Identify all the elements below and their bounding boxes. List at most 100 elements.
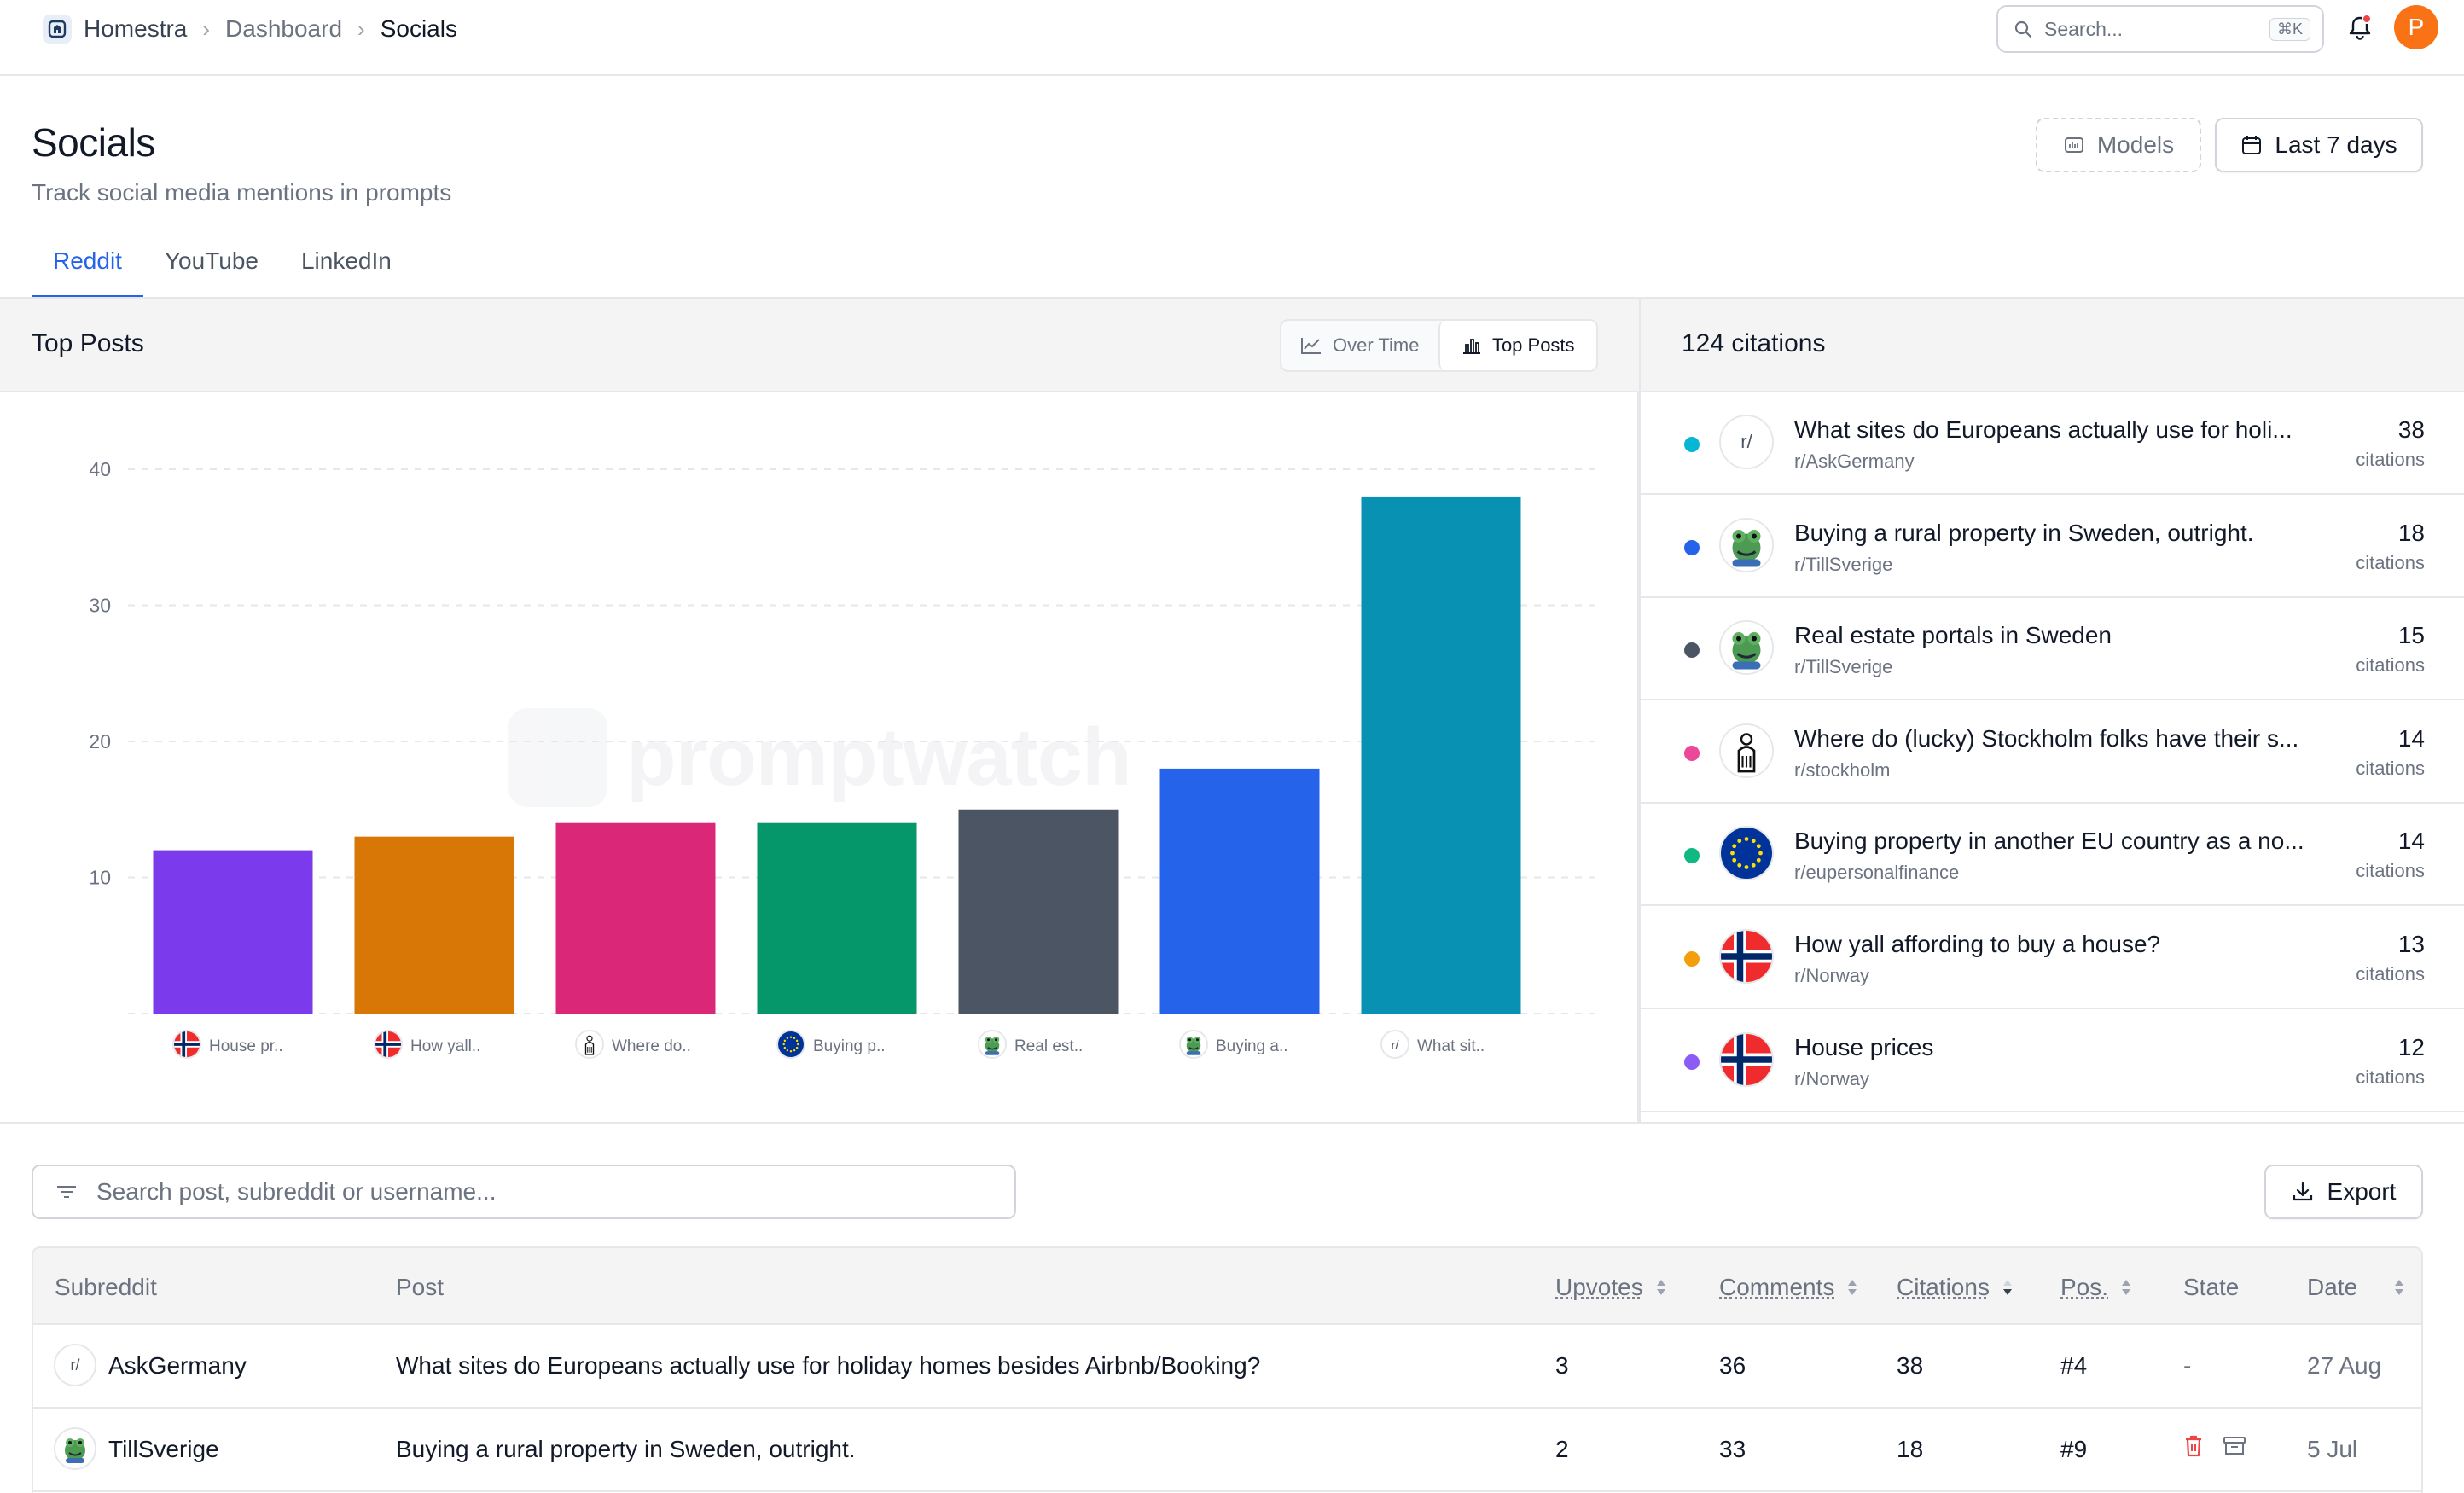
breadcrumb: Homestra › Dashboard › Socials <box>43 12 457 46</box>
citations-panel-header: 124 citations <box>1639 297 2464 392</box>
series-color-dot <box>1684 1054 1700 1070</box>
app-logo-icon[interactable] <box>43 15 72 44</box>
frog-icon <box>978 1030 1007 1059</box>
citation-post-title[interactable]: Real estate portals in Sweden <box>1794 622 2112 649</box>
promptwatch-watermark: promptwatch <box>508 708 1132 807</box>
citation-item[interactable]: Where do (lucky) Stockholm folks have th… <box>1641 701 2464 804</box>
top-posts-title: Top Posts <box>32 329 144 357</box>
citation-post-title[interactable]: What sites do Europeans actually use for… <box>1794 416 2293 443</box>
citation-count: 12 <box>2397 1033 2425 1060</box>
citation-count: 15 <box>2397 622 2425 649</box>
posts-table: Subreddit Post Upvotes Comments Citation… <box>32 1246 2423 1493</box>
citation-subreddit: r/Norway <box>1794 965 1870 986</box>
bar-chart-icon <box>1462 336 1482 355</box>
citation-subreddit: r/Norway <box>1794 1067 1870 1089</box>
platform-tabs: Reddit YouTube LinkedIn <box>32 241 413 299</box>
citation-unit-label: citations <box>2356 963 2425 985</box>
over-time-toggle[interactable]: Over Time <box>1281 321 1438 370</box>
archive-icon[interactable] <box>2223 1434 2246 1458</box>
post-search-input[interactable]: Search post, subreddit or username... <box>32 1165 1016 1219</box>
frog-icon <box>1719 620 1774 676</box>
bar-chart-svg: 10 20 30 40 House pr.. How yall.. Where do.. Bu… <box>89 458 1595 1059</box>
x-tick-label: House pr.. <box>209 1037 283 1055</box>
citation-item[interactable]: How yall affording to buy a house? r/Norw… <box>1641 907 2464 1009</box>
reddit-r-icon: r/ <box>1380 1030 1409 1059</box>
citation-item[interactable]: House prices r/Norway 12 citations <box>1641 1010 2464 1112</box>
citation-post-title[interactable]: Buying a rural property in Sweden, outri… <box>1794 519 2254 546</box>
row-comments: 33 <box>1719 1436 1746 1462</box>
watermark-text: promptwatch <box>626 712 1132 803</box>
row-post[interactable]: What sites do Europeans actually use for… <box>396 1352 1261 1379</box>
col-comments[interactable]: Comments <box>1719 1274 1858 1301</box>
x-tick-label: What sit.. <box>1417 1037 1485 1055</box>
sort-icon <box>2122 1280 2131 1295</box>
x-tick-label: Buying p.. <box>813 1037 886 1055</box>
export-button[interactable]: Export <box>2264 1165 2423 1219</box>
col-upvotes[interactable]: Upvotes <box>1555 1274 1667 1301</box>
table-row[interactable]: TillSverige Buying a rural property in S… <box>33 1409 2421 1492</box>
eu-flag-icon <box>1719 826 1774 881</box>
breadcrumb-home[interactable]: Homestra <box>84 15 188 42</box>
row-subreddit[interactable]: TillSverige <box>108 1436 219 1462</box>
citation-count: 18 <box>2397 519 2425 546</box>
citation-count: 38 <box>2397 416 2425 443</box>
top-bar: Homestra › Dashboard › Socials Search...… <box>0 0 2464 76</box>
notifications-bell-icon[interactable] <box>2346 14 2374 41</box>
citation-post-title[interactable]: Where do (lucky) Stockholm folks have th… <box>1794 724 2299 752</box>
citation-unit-label: citations <box>2356 551 2425 573</box>
citation-subreddit: r/stockholm <box>1794 758 1891 781</box>
chart-bar[interactable] <box>757 822 917 1014</box>
row-subreddit[interactable]: AskGermany <box>108 1352 247 1379</box>
page-title: Socials <box>32 120 155 165</box>
col-post[interactable]: Post <box>396 1274 445 1300</box>
chevron-right-icon: › <box>202 15 211 42</box>
citation-unit-label: citations <box>2356 860 2425 882</box>
citation-item[interactable]: Real estate portals in Sweden r/TillSveri… <box>1641 598 2464 701</box>
filter-icon <box>55 1183 78 1200</box>
citation-post-title[interactable]: Buying property in another EU country as… <box>1794 828 2304 855</box>
chart-bar[interactable] <box>153 850 313 1014</box>
tab-reddit[interactable]: Reddit <box>32 241 143 299</box>
series-color-dot <box>1684 437 1700 452</box>
search-shortcut: ⌘K <box>2269 17 2310 41</box>
chart-bar[interactable] <box>1361 496 1521 1014</box>
trash-icon[interactable] <box>2183 1434 2204 1458</box>
tab-youtube[interactable]: YouTube <box>164 247 259 274</box>
citation-subreddit: r/AskGermany <box>1794 450 1915 472</box>
col-date[interactable]: Date <box>2307 1274 2405 1301</box>
col-subreddit[interactable]: Subreddit <box>55 1274 157 1300</box>
col-state: State <box>2183 1274 2240 1300</box>
norway-flag-icon <box>374 1030 403 1059</box>
row-citations: 18 <box>1897 1436 1924 1462</box>
col-citations[interactable]: Citations <box>1897 1274 2014 1301</box>
frog-icon <box>54 1427 96 1470</box>
citation-count: 13 <box>2397 931 2425 957</box>
row-date: 5 Jul <box>2307 1436 2358 1462</box>
top-posts-toggle[interactable]: Top Posts <box>1438 321 1596 370</box>
citation-item[interactable]: Buying property in another EU country as… <box>1641 804 2464 907</box>
col-position[interactable]: Pos. <box>2060 1274 2132 1301</box>
row-post[interactable]: Buying a rural property in Sweden, outri… <box>396 1436 856 1462</box>
date-range-button[interactable]: Last 7 days <box>2215 118 2423 172</box>
citation-subreddit: r/TillSverige <box>1794 553 1893 575</box>
chart-bar[interactable] <box>354 836 514 1014</box>
search-icon <box>2014 20 2032 38</box>
citation-post-title[interactable]: How yall affording to buy a house? <box>1794 931 2161 957</box>
models-label: Models <box>2096 131 2175 158</box>
row-upvotes: 2 <box>1555 1436 1569 1462</box>
citation-item[interactable]: Buying a rural property in Sweden, outri… <box>1641 496 2464 598</box>
series-color-dot <box>1684 745 1700 761</box>
global-search-input[interactable]: Search... ⌘K <box>1996 5 2324 53</box>
citation-item[interactable]: r/What sites do Europeans actually use f… <box>1641 392 2464 495</box>
chart-bar[interactable] <box>958 809 1119 1014</box>
table-row[interactable]: r/ AskGermany What sites do Europeans ac… <box>33 1325 2421 1409</box>
citation-post-title[interactable]: House prices <box>1794 1033 1934 1060</box>
frog-icon <box>1179 1030 1208 1059</box>
tab-linkedin[interactable]: LinkedIn <box>300 247 392 274</box>
breadcrumb-dashboard[interactable]: Dashboard <box>225 15 343 42</box>
user-avatar[interactable]: P <box>2394 5 2438 49</box>
stockholm-emblem-icon <box>575 1030 604 1059</box>
models-filter-button[interactable]: Models <box>2036 118 2201 172</box>
chart-bar[interactable] <box>1159 768 1320 1014</box>
chart-bar[interactable] <box>555 822 716 1014</box>
